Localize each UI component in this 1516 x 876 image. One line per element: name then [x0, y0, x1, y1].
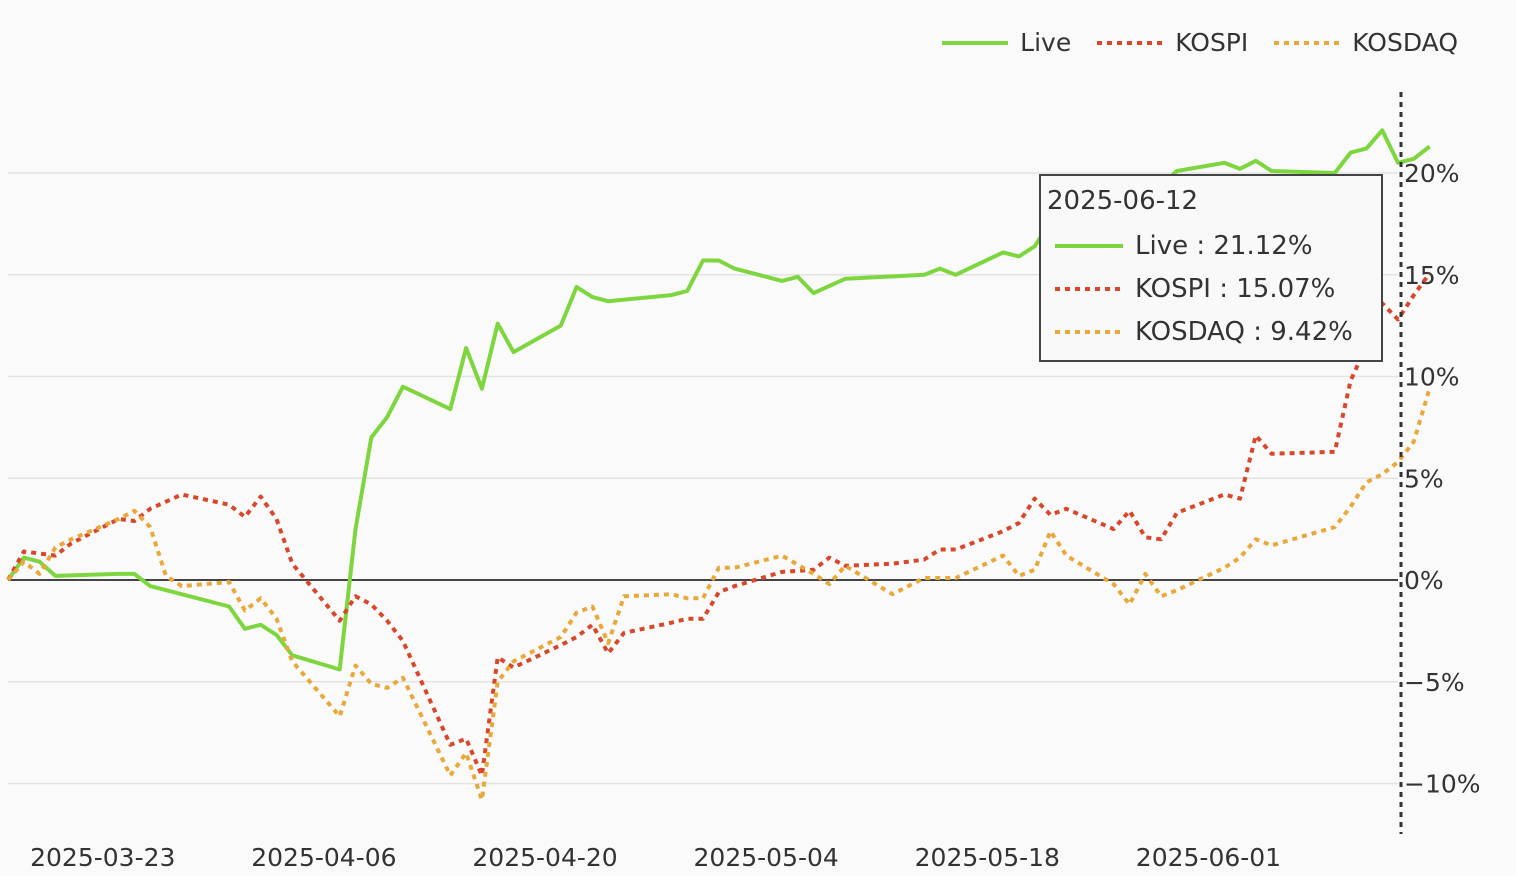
y-axis: −10% −5% 0% 5% 10% 15% 20%: [1404, 159, 1481, 799]
y-tick-label: −10%: [1404, 770, 1481, 799]
y-tick-label: 5%: [1404, 464, 1444, 493]
y-tick-label: 20%: [1404, 159, 1460, 188]
x-tick-label: 2025-05-18: [915, 843, 1060, 872]
series-line-kosdaq[interactable]: [6, 387, 1432, 802]
kosdaq-swatch-icon: [1055, 329, 1123, 334]
tooltip-row-live: Live : 21.12%: [1047, 224, 1375, 267]
tooltip-value-kosdaq: KOSDAQ : 9.42%: [1135, 316, 1353, 347]
tooltip-date: 2025-06-12: [1047, 186, 1199, 216]
legend: Live KOSPI KOSDAQ: [942, 28, 1458, 57]
legend-label-kospi: KOSPI: [1175, 28, 1249, 57]
series-line-kospi[interactable]: [6, 272, 1432, 778]
y-tick-label: 15%: [1404, 261, 1460, 290]
kospi-swatch-icon: [1055, 286, 1123, 291]
hover-tooltip: 2025-06-12 Live : 21.12% KOSPI : 15.07% …: [1039, 174, 1383, 362]
kospi-swatch-icon: [1097, 40, 1164, 45]
tooltip-value-kospi: KOSPI : 15.07%: [1135, 273, 1336, 304]
legend-item-kospi[interactable]: KOSPI: [1097, 28, 1248, 57]
y-tick-label: 0%: [1404, 566, 1444, 595]
x-tick-label: 2025-04-06: [251, 843, 396, 872]
legend-label-kosdaq: KOSDAQ: [1352, 28, 1458, 57]
x-tick-label: 2025-03-23: [30, 843, 175, 872]
live-swatch-icon: [1055, 243, 1123, 248]
live-swatch-icon: [942, 40, 1009, 45]
legend-item-kosdaq[interactable]: KOSDAQ: [1274, 28, 1458, 57]
x-axis: 2025-03-23 2025-04-06 2025-04-20 2025-05-04…: [30, 843, 1281, 872]
legend-label-live: Live: [1020, 28, 1072, 57]
y-tick-label: 10%: [1404, 363, 1460, 392]
x-tick-label: 2025-05-04: [694, 843, 839, 872]
tooltip-row-kospi: KOSPI : 15.07%: [1047, 267, 1375, 310]
series-lines[interactable]: [6, 128, 1432, 802]
tooltip-value-live: Live : 21.12%: [1135, 230, 1313, 261]
legend-item-live[interactable]: Live: [942, 28, 1071, 57]
kosdaq-swatch-icon: [1274, 40, 1341, 45]
x-tick-label: 2025-04-20: [472, 843, 617, 872]
series-line-live[interactable]: [6, 128, 1431, 672]
x-tick-label: 2025-06-01: [1136, 843, 1281, 872]
gridlines: [8, 172, 1398, 785]
y-tick-label: −5%: [1404, 668, 1465, 697]
tooltip-row-kosdaq: KOSDAQ : 9.42%: [1047, 310, 1375, 353]
